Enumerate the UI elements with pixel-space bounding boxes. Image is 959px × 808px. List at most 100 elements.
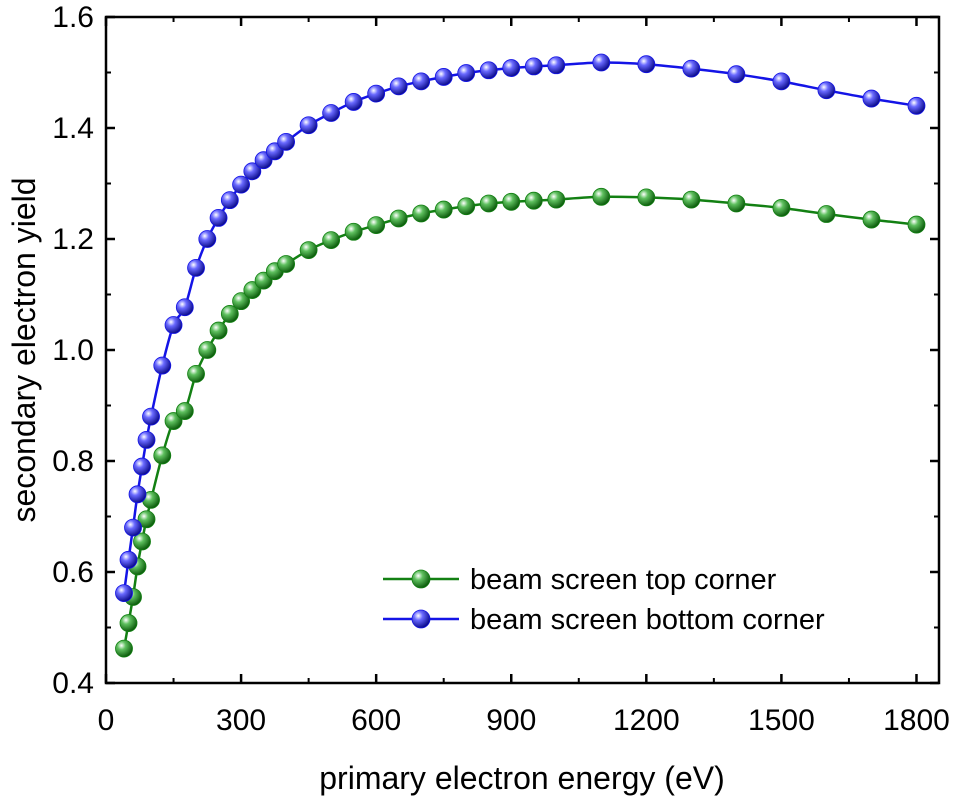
y-tick-label: 1.6 xyxy=(52,1,94,34)
data-point xyxy=(299,116,318,135)
data-point xyxy=(220,305,239,323)
data-point xyxy=(137,431,156,449)
data-point xyxy=(198,230,217,248)
data-point xyxy=(124,518,142,537)
data-point xyxy=(209,209,228,227)
data-point xyxy=(153,446,172,465)
data-point xyxy=(232,175,250,194)
data-point xyxy=(175,402,194,420)
x-tick-label: 1200 xyxy=(613,704,680,737)
data-point xyxy=(547,190,566,209)
data-point xyxy=(434,68,453,86)
x-tick-label: 1500 xyxy=(748,704,815,737)
x-tick-label: 0 xyxy=(98,704,115,737)
legend-label: beam screen bottom corner xyxy=(470,604,825,636)
data-point xyxy=(412,204,431,223)
data-point xyxy=(817,81,836,100)
legend-item-2: beam screen bottom corner xyxy=(383,604,825,636)
data-point xyxy=(524,191,543,210)
x-axis-label: primary electron energy (eV) xyxy=(319,760,724,796)
y-axis-label: secondary electron yield xyxy=(6,177,42,522)
data-point xyxy=(277,132,296,151)
data-point xyxy=(243,162,262,181)
y-tick-label: 1.2 xyxy=(52,223,94,256)
data-point xyxy=(344,222,363,241)
data-point xyxy=(727,194,746,213)
data-point xyxy=(457,197,476,216)
data-point xyxy=(133,532,151,551)
legend-marker xyxy=(411,569,431,589)
data-point xyxy=(198,341,217,359)
data-point xyxy=(862,210,881,229)
data-point xyxy=(232,292,250,311)
data-point xyxy=(479,194,498,213)
data-point xyxy=(322,231,341,250)
data-point xyxy=(187,364,205,383)
data-point xyxy=(479,61,498,80)
data-point xyxy=(322,104,341,122)
series-line xyxy=(122,61,917,594)
data-point xyxy=(524,57,543,76)
legend: beam screen top corner beam screen bottom… xyxy=(383,564,825,636)
data-point xyxy=(907,215,926,234)
data-point xyxy=(637,188,656,207)
data-point xyxy=(299,241,318,260)
data-point xyxy=(547,56,566,75)
legend-label: beam screen top corner xyxy=(470,564,777,596)
data-point xyxy=(592,187,611,206)
data-point xyxy=(772,72,791,91)
data-point xyxy=(457,64,476,82)
data-point xyxy=(367,84,386,103)
axis-layer: 0 300 600 900 1200 1500 1800 0.4 0.6 0.8 1.0 1.2 1.4… xyxy=(52,1,950,737)
y-tick-label: 0.8 xyxy=(52,445,94,478)
data-point xyxy=(209,321,228,340)
data-point xyxy=(367,216,386,235)
data-point xyxy=(133,457,151,476)
data-point xyxy=(119,614,138,632)
data-point xyxy=(907,96,926,115)
data-point xyxy=(142,407,160,426)
data-point xyxy=(682,59,701,78)
legend-item-1: beam screen top corner xyxy=(383,564,777,596)
data-point xyxy=(727,65,746,84)
x-tick-label: 900 xyxy=(486,704,536,737)
data-point xyxy=(153,356,172,375)
data-point xyxy=(817,205,836,223)
data-point xyxy=(502,59,521,77)
legend-marker xyxy=(411,609,431,629)
y-tick-label: 0.6 xyxy=(52,556,94,589)
x-tick-label: 600 xyxy=(351,704,401,737)
data-point xyxy=(434,200,453,219)
data-point xyxy=(389,77,408,96)
y-tick-label: 1.4 xyxy=(52,112,94,145)
data-point xyxy=(115,584,133,602)
data-point xyxy=(412,72,431,91)
data-point xyxy=(128,485,147,504)
y-tick-label: 1.0 xyxy=(52,334,94,367)
series-layer xyxy=(115,53,926,658)
x-tick-label: 300 xyxy=(216,704,266,737)
data-point xyxy=(137,510,156,529)
data-point xyxy=(115,639,133,658)
data-point xyxy=(164,412,183,430)
data-point xyxy=(592,53,611,72)
data-point xyxy=(502,192,521,211)
data-point xyxy=(637,55,656,74)
data-point xyxy=(187,258,205,277)
series-2 xyxy=(115,53,926,602)
data-point xyxy=(344,93,363,111)
data-point xyxy=(389,209,408,228)
data-point xyxy=(772,199,791,217)
data-point xyxy=(682,190,701,209)
y-tick-label: 0.4 xyxy=(52,667,94,700)
data-point xyxy=(862,89,881,108)
data-point xyxy=(175,298,194,317)
x-tick-label: 1800 xyxy=(883,704,950,737)
data-point xyxy=(277,255,296,273)
data-point xyxy=(220,191,239,210)
data-point xyxy=(164,316,183,334)
data-point xyxy=(119,550,138,569)
series-1 xyxy=(115,187,926,658)
